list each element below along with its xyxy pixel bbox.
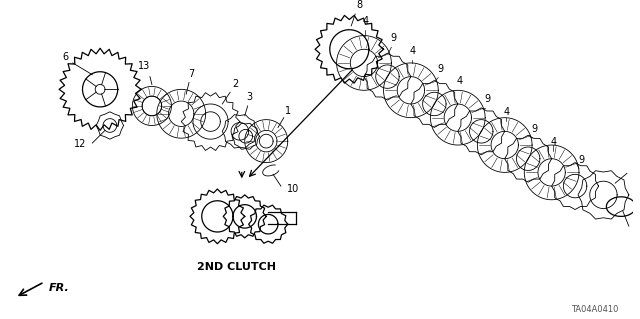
Text: 7: 7: [188, 69, 194, 78]
Text: 11: 11: [0, 318, 1, 319]
Text: 13: 13: [138, 61, 150, 71]
Text: 4: 4: [550, 137, 557, 147]
Text: 9: 9: [531, 124, 537, 134]
Text: 9: 9: [578, 155, 584, 165]
Text: TA04A0410: TA04A0410: [571, 305, 618, 314]
Text: 4: 4: [363, 16, 369, 26]
Text: 3: 3: [246, 92, 253, 102]
Text: 5: 5: [0, 318, 1, 319]
Text: 4: 4: [410, 46, 416, 56]
Text: FR.: FR.: [48, 283, 69, 293]
Text: 9: 9: [484, 94, 490, 104]
Text: 10: 10: [287, 184, 299, 194]
Text: 1: 1: [285, 106, 291, 116]
Text: 9: 9: [437, 64, 444, 74]
Text: 4: 4: [457, 77, 463, 86]
Text: 2ND CLUTCH: 2ND CLUTCH: [197, 262, 276, 272]
Text: 8: 8: [356, 0, 362, 10]
Text: 2: 2: [232, 79, 238, 89]
Text: 12: 12: [74, 139, 87, 149]
Text: 4: 4: [504, 107, 509, 117]
Text: 6: 6: [63, 52, 69, 62]
Text: 9: 9: [390, 33, 396, 43]
